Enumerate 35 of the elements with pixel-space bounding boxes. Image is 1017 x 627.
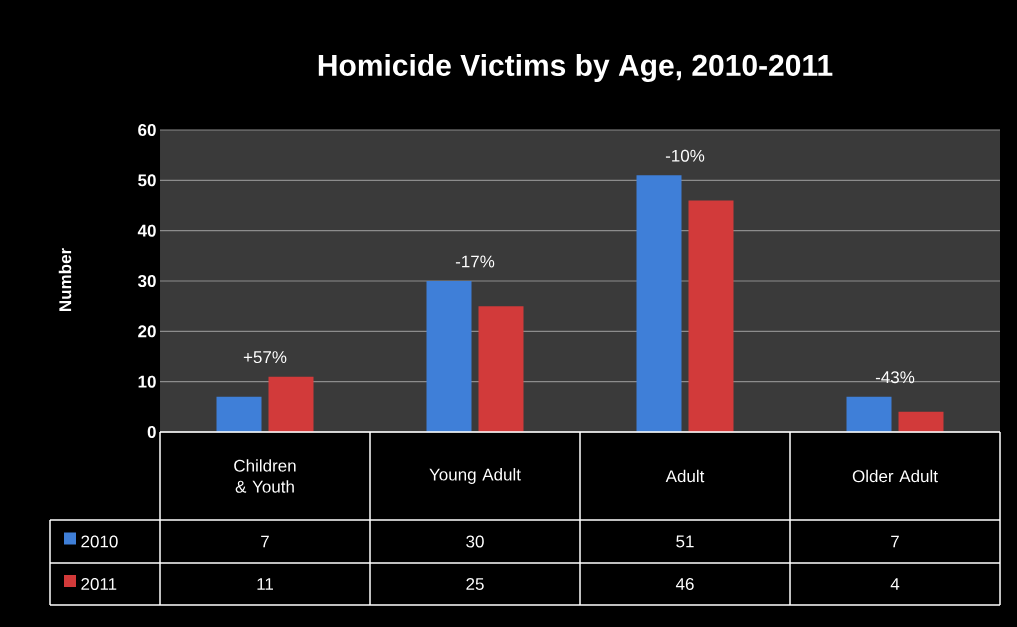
bar xyxy=(636,175,682,432)
bar xyxy=(688,200,734,432)
data-label: 30 xyxy=(466,535,484,548)
y-tick-label: 40 xyxy=(137,224,156,237)
bar xyxy=(898,411,944,432)
legend-label: 2010 xyxy=(81,535,118,548)
chart-title: Homicide Victims by Age, 2010-2011 xyxy=(318,53,833,83)
annotation: -10% xyxy=(665,149,705,162)
legend-label: 2011 xyxy=(81,577,117,591)
data-label: 25 xyxy=(466,577,484,591)
data-label: 7 xyxy=(261,535,269,548)
data-label: 11 xyxy=(257,578,273,590)
data-label: 4 xyxy=(890,578,900,590)
data-label: 51 xyxy=(676,535,694,548)
annotation: -17% xyxy=(455,255,495,268)
y-axis-title: Number xyxy=(58,248,72,311)
y-tick-label: 0 xyxy=(147,425,156,439)
y-tick-label: 10 xyxy=(138,375,156,388)
x-tick-label: Children & Youth xyxy=(234,459,296,493)
bar xyxy=(846,396,892,432)
y-tick-label: 50 xyxy=(138,174,156,187)
annotation: -43% xyxy=(875,371,915,384)
data-label: 46 xyxy=(675,577,694,591)
bar xyxy=(426,281,472,432)
annotation: +57% xyxy=(243,351,287,364)
y-tick-label: 30 xyxy=(137,274,156,288)
bar xyxy=(268,376,314,432)
x-tick-label: Adult xyxy=(665,469,705,483)
y-tick-label: 60 xyxy=(138,123,156,137)
data-label: 7 xyxy=(891,535,899,548)
x-tick-label: Older Adult xyxy=(852,469,938,483)
y-tick-label: 20 xyxy=(138,325,156,338)
bar xyxy=(216,396,262,432)
x-tick-label: Young Adult xyxy=(429,468,521,484)
bar xyxy=(478,306,524,432)
